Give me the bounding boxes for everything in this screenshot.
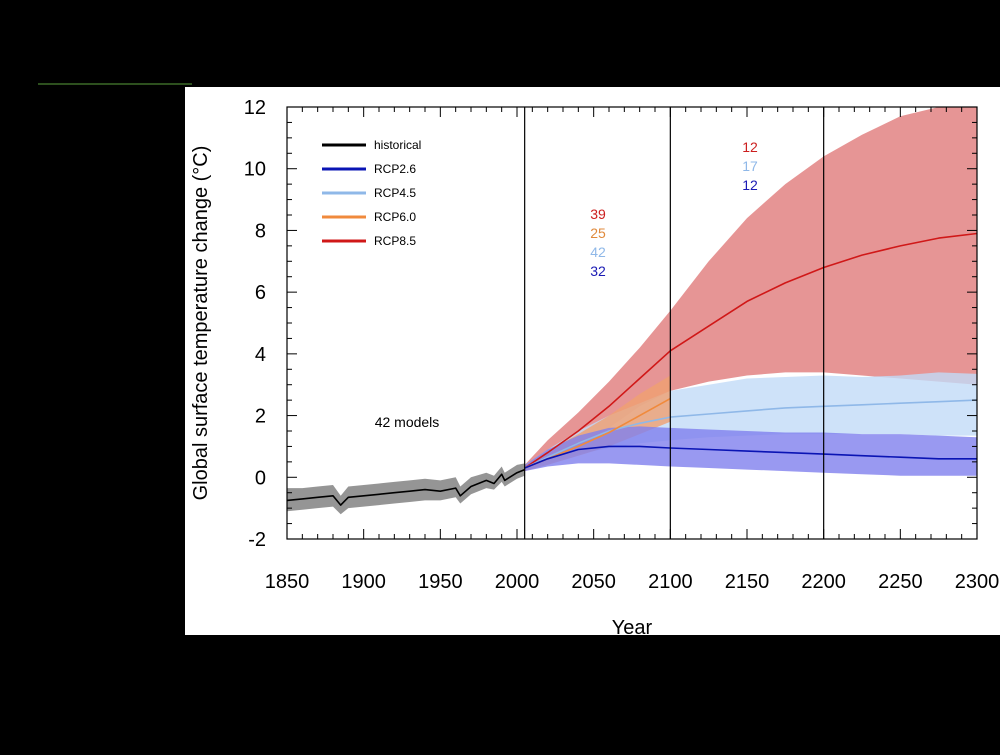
model-count-late-rcp8-5: 12 bbox=[742, 139, 758, 155]
y-axis-label: Global surface temperature change (°C) bbox=[190, 146, 212, 501]
x-tick-label: 2000 bbox=[495, 571, 540, 593]
y-tick-label: 2 bbox=[255, 406, 266, 428]
y-tick-label: 0 bbox=[255, 467, 266, 489]
x-tick-label: 2250 bbox=[878, 571, 923, 593]
legend-label-rcp6-0: RCP6.0 bbox=[374, 210, 416, 224]
legend-label-historical: historical bbox=[374, 138, 421, 152]
model-counts-2101-2300: 12 17 12 bbox=[742, 139, 758, 193]
line-rcp4-5 bbox=[524, 399, 978, 469]
series-lines bbox=[286, 232, 978, 506]
line-historical bbox=[286, 468, 525, 506]
legend-label-rcp8-5: RCP8.5 bbox=[374, 234, 416, 248]
model-count-rcp6-0: 25 bbox=[590, 225, 606, 241]
y-tick-label: 6 bbox=[255, 282, 266, 304]
model-count-rcp2-6: 32 bbox=[590, 263, 606, 279]
x-tick-label: 2150 bbox=[725, 571, 770, 593]
model-count-rcp4-5: 42 bbox=[590, 244, 606, 260]
line-rcp2-6 bbox=[524, 445, 977, 469]
y-tick-label: -2 bbox=[248, 529, 266, 551]
line-rcp8-5 bbox=[524, 232, 978, 469]
x-tick-label: 2200 bbox=[801, 571, 846, 593]
band-historical bbox=[287, 463, 525, 515]
y-tick-label: 10 bbox=[244, 159, 266, 181]
y-tick-label: 8 bbox=[255, 220, 266, 242]
legend-label-rcp2-6: RCP2.6 bbox=[374, 162, 416, 176]
x-tick-labels: 1850 1900 1950 2000 2050 2100 2150 2200 2250 2300 bbox=[265, 571, 1000, 593]
model-count-annotation: 42 models bbox=[375, 414, 440, 430]
band-rcp4-5 bbox=[524, 372, 977, 472]
x-tick-label: 1850 bbox=[265, 571, 310, 593]
x-tick-label: 2100 bbox=[648, 571, 693, 593]
model-count-late-rcp2-6: 12 bbox=[742, 177, 758, 193]
legend: historical RCP2.6 RCP4.5 RCP6.0 RCP8.5 bbox=[322, 138, 421, 248]
x-tick-label: 2300 bbox=[955, 571, 1000, 593]
y-tick-label: 12 bbox=[244, 97, 266, 119]
x-tick-label: 1950 bbox=[418, 571, 463, 593]
model-count-rcp8-5: 39 bbox=[590, 206, 606, 222]
legend-label-rcp4-5: RCP4.5 bbox=[374, 186, 416, 200]
model-counts-2006-2100: 39 25 42 32 bbox=[590, 206, 606, 279]
period-dividers bbox=[524, 107, 825, 539]
y-tick-label: 4 bbox=[255, 344, 266, 366]
x-tick-label: 1900 bbox=[341, 571, 386, 593]
model-count-late-rcp4-5: 17 bbox=[742, 158, 758, 174]
x-axis-label: Year bbox=[612, 617, 653, 639]
x-tick-label: 2050 bbox=[571, 571, 616, 593]
axis-ticks bbox=[286, 106, 978, 540]
y-tick-labels: -2 0 2 4 6 8 10 12 bbox=[244, 97, 266, 551]
